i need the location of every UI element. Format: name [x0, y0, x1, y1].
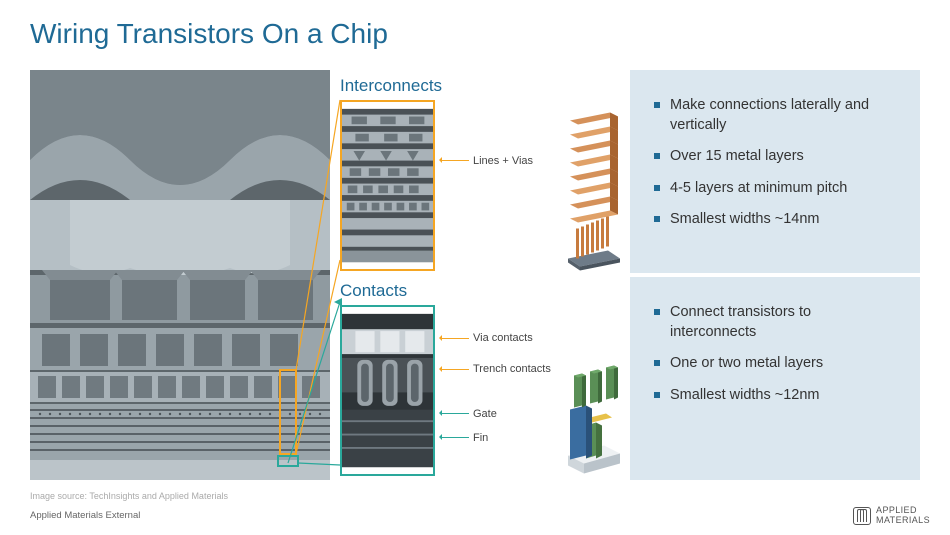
callout-fin: Fin [473, 432, 488, 444]
callout-lines-vias: Lines + Vias [473, 155, 533, 167]
contacts-thumb [340, 305, 435, 476]
interconnects-thumb [340, 100, 435, 271]
bullet-cards: Make connections laterally and verticall… [630, 70, 920, 480]
content-area: Interconnects [30, 70, 920, 480]
panel-interconnects: Interconnects [330, 70, 630, 275]
list-item: Over 15 metal layers [654, 147, 900, 167]
callout-trench-contacts: Trench contacts [473, 363, 551, 375]
interconnect-3d-stack [564, 100, 624, 271]
list-item: One or two metal layers [654, 354, 900, 374]
callout-gate: Gate [473, 408, 497, 420]
interconnects-callouts: Lines + Vias [441, 100, 558, 271]
footer-classification: Applied Materials External [30, 510, 140, 521]
contacts-3d [564, 305, 624, 476]
footer-source: Image source: TechInsights and Applied M… [30, 491, 228, 501]
list-item: Make connections laterally and verticall… [654, 96, 900, 135]
sem-cross-section [30, 70, 330, 480]
logo-icon [853, 507, 871, 525]
brand-logo: APPLIED MATERIALS [853, 506, 930, 525]
list-item: Smallest widths ~12nm [654, 386, 900, 406]
list-item: 4-5 layers at minimum pitch [654, 179, 900, 199]
contacts-callouts: Via contacts Trench contacts Gate Fin [441, 305, 558, 476]
list-item: Smallest widths ~14nm [654, 210, 900, 230]
panel-title-interconnects: Interconnects [340, 76, 624, 96]
detail-panels: Interconnects [330, 70, 630, 480]
logo-line2: MATERIALS [876, 516, 930, 525]
card-contacts: Connect transistors to interconnects One… [630, 277, 920, 480]
list-item: Connect transistors to interconnects [654, 303, 900, 342]
page-title: Wiring Transistors On a Chip [30, 18, 388, 50]
callout-via-contacts: Via contacts [473, 332, 533, 344]
card-interconnects: Make connections laterally and verticall… [630, 70, 920, 273]
panel-contacts: Contacts [330, 275, 630, 480]
panel-title-contacts: Contacts [340, 281, 624, 301]
